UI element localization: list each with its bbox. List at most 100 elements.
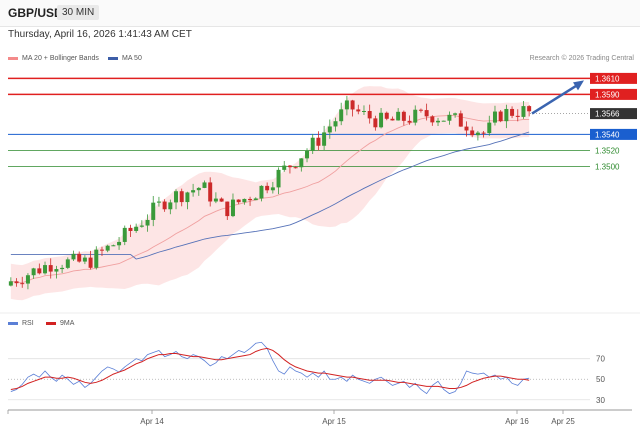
candle-body [134,226,139,231]
x-axis-labels: Apr 14 Apr 15 Apr 16 Apr 25 [7,410,575,426]
candle-body [333,121,338,127]
candle-body [168,202,173,210]
ma20-line [10,115,530,284]
candle [339,102,344,126]
symbol-label[interactable]: GBP/USD [8,6,63,20]
candle-body [82,257,87,262]
candle [361,105,366,116]
candle-body [37,268,42,274]
candle [504,104,509,129]
candle-body [350,100,355,110]
candle-body [43,265,48,274]
candle-body [344,100,349,110]
rsi-series-9ma [10,347,530,390]
candle-body [48,265,53,272]
candle [390,116,395,121]
candle-body [299,158,304,168]
candle-body [259,185,264,199]
candles-group [8,95,532,290]
candle [168,199,173,215]
legend-9ma-label: 9MA [60,320,75,327]
candle [453,112,458,118]
candle [327,119,332,139]
candle [510,106,515,119]
levels-group: 1.3610 1.3590 1.3566 1.3540 1.3520 1.3500 [8,72,637,171]
candle [174,189,179,210]
candle [259,185,264,202]
rsi-tick-label: 50 [596,375,605,384]
candle [270,181,275,194]
candle [145,214,150,232]
candle-body [418,109,423,111]
candle-body [458,113,463,127]
candle [31,267,36,279]
candle-body [487,122,492,134]
candle [77,251,82,263]
bollinger-band-area [10,86,530,301]
candle [82,255,87,265]
level-label: 1.3610 [595,74,620,83]
candle [134,223,139,233]
candle [305,148,310,163]
candle-body [270,187,275,191]
candle [333,117,338,132]
timeframe-badge[interactable]: 30 MIN [57,5,100,20]
candle [447,111,452,125]
candle [139,220,144,228]
candle-body [54,269,59,272]
candle [350,99,355,117]
candle-body [498,111,503,122]
candle-body [379,112,384,128]
candle [401,110,406,126]
candle-body [293,167,298,169]
candle [60,264,65,274]
x-tick-label: Apr 25 [551,417,575,426]
candle [65,257,70,270]
legend-rsi-label: RSI [22,320,34,327]
x-tick-label: Apr 15 [322,417,346,426]
candle-body [139,225,144,227]
candle-body [156,201,161,203]
candle [287,165,292,174]
candle-body [441,120,446,122]
candle-body [430,116,435,123]
candle [230,193,235,218]
legend-9ma-swatch [46,322,56,325]
candle [282,160,287,172]
level-label: 1.3540 [595,130,620,139]
candle [487,115,492,136]
candle [236,199,241,205]
rsi-tick-label: 70 [596,355,605,364]
candle-body [77,253,82,262]
candle-body [424,110,429,117]
candle-body [447,114,452,121]
rsi-series-rsi [10,341,530,395]
candle-body [179,191,184,203]
candle-body [521,106,526,117]
candle [441,120,446,122]
candle [94,246,99,270]
candle-body [88,257,93,268]
candle-body [14,281,19,284]
candle-body [111,245,116,247]
candle [213,192,218,204]
candle [276,167,281,195]
datetime-label: Thursday, April 16, 2026 1:41:43 AM CET [8,29,192,40]
level-tag-bg [590,88,637,100]
candle [48,258,53,279]
candle-body [213,198,218,202]
candle [117,237,122,250]
legend-rsi: RSI [8,320,34,327]
candle [8,277,13,287]
candle-body [276,169,281,188]
candle-body [453,113,458,115]
candle-body [390,118,395,121]
candle [310,133,315,154]
candle [253,197,258,201]
candle-body [287,165,292,168]
candle [424,103,429,121]
legend-ma50-swatch [108,57,118,60]
legend-ma50-label: MA 50 [122,55,142,62]
level-label: 1.3500 [595,162,620,171]
candle-body [145,219,150,226]
